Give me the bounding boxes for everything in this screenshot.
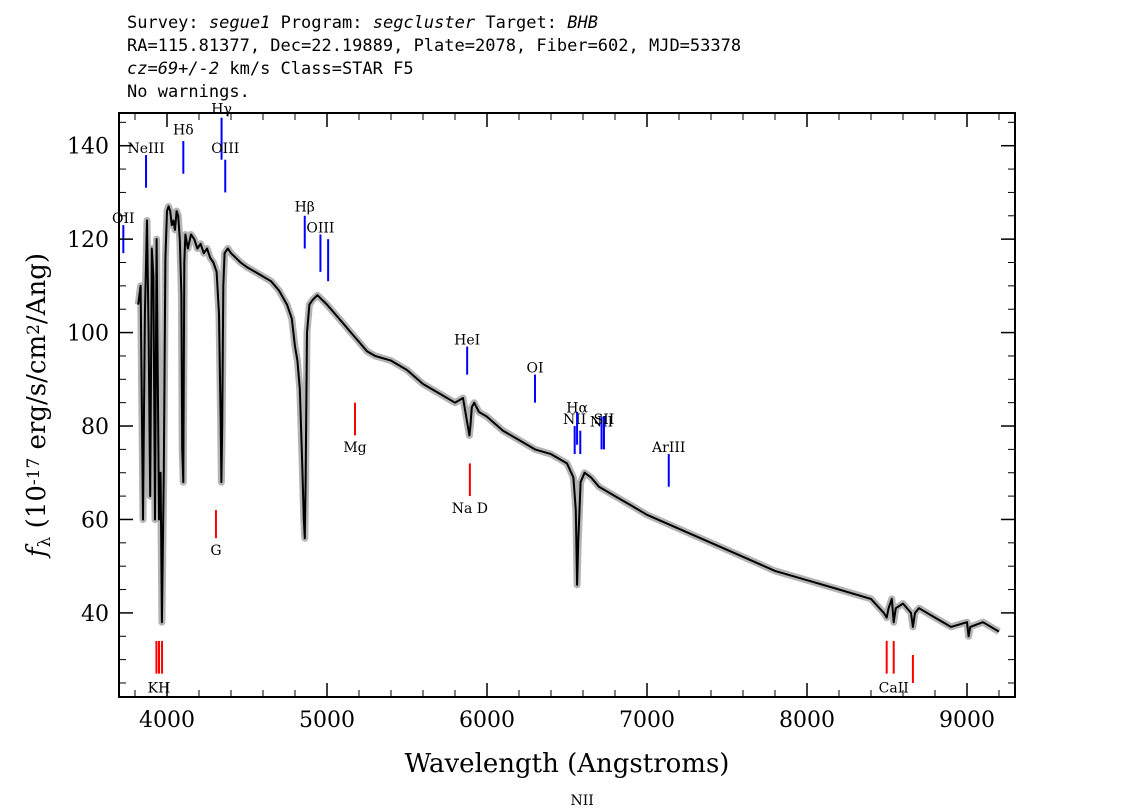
- line-label: OI: [526, 361, 543, 377]
- header-line-warnings: No warnings.: [127, 82, 250, 102]
- y-tick-label: 120: [67, 228, 109, 253]
- x-tick-label: 8000: [779, 708, 835, 733]
- header-line-coordinates: RA=115.81377, Dec=22.19889, Plate=2078, …: [127, 36, 742, 56]
- line-label: Hγ: [211, 101, 232, 117]
- y-tick-label: 60: [81, 508, 109, 533]
- x-tick-label: 7000: [619, 708, 675, 733]
- x-tick-label: 4000: [139, 708, 195, 733]
- x-axis-label: Wavelength (Angstroms): [405, 749, 730, 779]
- line-label: HeI: [454, 333, 480, 349]
- spectrum-series: [137, 205, 1000, 638]
- line-label: NII: [571, 793, 594, 809]
- line-label: Hβ: [295, 199, 315, 215]
- line-label: OIII: [211, 141, 239, 157]
- line-label: G: [210, 543, 221, 559]
- line-label: CaII: [879, 681, 909, 697]
- y-tick-label: 140: [67, 135, 109, 160]
- survey-label: Survey:: [127, 13, 199, 33]
- target-value: BHB: [567, 13, 598, 33]
- line-label: Mg: [343, 440, 366, 456]
- line-label: SII: [594, 412, 615, 428]
- program-label: Program:: [280, 13, 363, 33]
- y-tick-label: 80: [81, 415, 109, 440]
- line-annotations: NeIIIHδHγOIIIOIIHβOIIIHeIOINIIHαNIINIISI…: [112, 101, 914, 809]
- line-label: NII: [563, 412, 586, 428]
- program-value: segcluster: [372, 13, 476, 33]
- line-label: Na D: [452, 501, 488, 517]
- header-line-redshift: cz=69+/-2 km/s Class=STAR F5: [127, 58, 741, 81]
- survey-value: segue1: [208, 13, 271, 33]
- line-label: NeIII: [127, 141, 164, 157]
- line-label: ArIII: [651, 440, 685, 456]
- x-tick-label: 6000: [459, 708, 515, 733]
- axis-ticks: 4000 5000 6000 7000 8000 9000 40 60 80 100 120 140: [67, 113, 1015, 733]
- plot-frame: [118, 112, 1016, 698]
- x-tick-label: 9000: [939, 708, 995, 733]
- target-label: Target:: [485, 13, 557, 33]
- line-label: Hα: [566, 400, 588, 416]
- spectrum-header: Survey: segue1 Program: segcluster Targe…: [127, 12, 741, 104]
- line-label: NII: [590, 414, 613, 430]
- class-info: km/s Class=STAR F5: [219, 59, 414, 79]
- x-tick-label: 5000: [299, 708, 355, 733]
- y-axis-label: fλ (10-17 erg/s/cm2/Ang): [22, 253, 55, 559]
- y-tick-label: 100: [67, 322, 109, 347]
- line-label: OIII: [306, 220, 334, 236]
- spectrum-line: [137, 205, 1000, 638]
- line-label: OII: [112, 211, 135, 227]
- header-line-survey: Survey: segue1 Program: segcluster Targe…: [127, 12, 741, 35]
- line-label: KH: [148, 681, 171, 697]
- line-label: Hδ: [173, 122, 194, 138]
- cz-value: cz=69+/-2: [127, 59, 220, 79]
- y-tick-label: 40: [81, 602, 109, 627]
